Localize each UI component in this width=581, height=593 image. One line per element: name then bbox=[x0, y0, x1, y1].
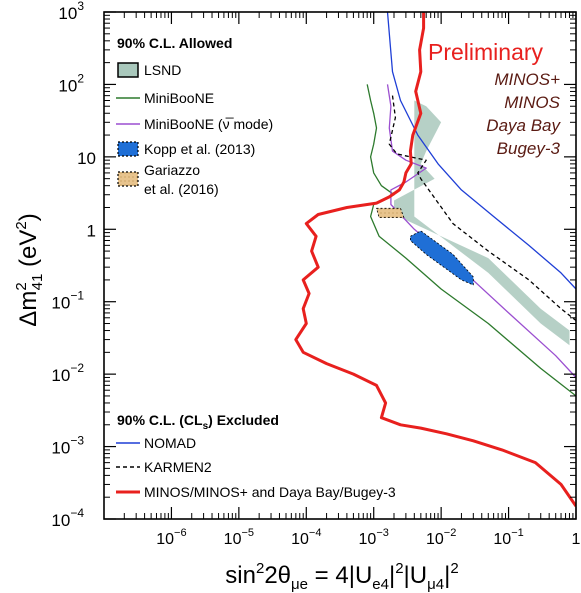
y-tick-label: 1 bbox=[87, 221, 96, 240]
legend-entry-miniboone-nubar: MiniBooNE (ν̅ mode) bbox=[116, 116, 273, 132]
x-tick-label: 10−2 bbox=[426, 527, 456, 548]
experiment-label-minos: MINOS+ bbox=[494, 70, 560, 89]
plot-series bbox=[294, 12, 576, 508]
legend-swatch-lsnd bbox=[117, 62, 139, 78]
x-tick-label: 10−4 bbox=[291, 527, 321, 548]
series-gariazzo-et-al-2016 bbox=[376, 207, 405, 218]
y-tick-label: 102 bbox=[58, 71, 84, 95]
legend-label-miniboone: MiniBooNE bbox=[144, 90, 214, 106]
legend-entry-karmen: KARMEN2 bbox=[116, 459, 212, 475]
legend-entry-minos: MINOS/MINOS+ and Daya Bay/Bugey-3 bbox=[116, 484, 396, 500]
series-minos-minos-and-daya-bay-bugey-3 bbox=[294, 12, 576, 508]
x-axis-label: sin22θμe = 4|Ue4|2|Uμ4|2 bbox=[225, 560, 458, 593]
excluded-legend: 90% C.L. (CLs) Excluded NOMAD KARMEN2 MI… bbox=[116, 412, 396, 500]
legend-label-nomad: NOMAD bbox=[144, 435, 196, 451]
legend-label-minos: MINOS/MINOS+ and Daya Bay/Bugey-3 bbox=[144, 484, 396, 500]
legend-label-kopp: Kopp et al. (2013) bbox=[144, 141, 255, 157]
x-tick-label: 1 bbox=[572, 531, 581, 548]
plot-frame bbox=[103, 11, 577, 520]
excluded-legend-title: 90% C.L. (CLs) Excluded bbox=[117, 412, 279, 432]
y-tick-label: 10−3 bbox=[51, 434, 84, 458]
allowed-legend-title: 90% C.L. Allowed bbox=[117, 35, 232, 51]
legend-label-miniboone-nubar: MiniBooNE (ν̅ mode) bbox=[144, 116, 273, 132]
y-tick-label: 10−4 bbox=[51, 506, 84, 530]
series-karmen2 bbox=[388, 95, 576, 322]
y-tick-label: 10 bbox=[77, 149, 96, 168]
preliminary-label: Preliminary bbox=[428, 39, 544, 65]
y-axis-label: Δm241 (eV2) bbox=[13, 213, 46, 326]
y-tick-label: 10−2 bbox=[51, 361, 84, 385]
legend-label-karmen: KARMEN2 bbox=[144, 459, 212, 475]
legend-swatch-gariazzo bbox=[117, 171, 139, 187]
x-tick-label: 10−3 bbox=[359, 527, 389, 548]
legend-entry-miniboone: MiniBooNE bbox=[116, 90, 214, 106]
experiment-label-minos: MINOS bbox=[504, 93, 560, 112]
x-tick-label: 10−5 bbox=[224, 527, 254, 548]
legend-label-gariazzo-line2: et al. (2016) bbox=[144, 181, 219, 197]
experiment-label-bugey-3: Bugey-3 bbox=[497, 139, 561, 158]
legend-entry-kopp: Kopp et al. (2013) bbox=[117, 141, 255, 157]
legend-label-lsnd: LSND bbox=[144, 62, 181, 78]
series-miniboone-mode bbox=[386, 84, 576, 378]
legend-entry-lsnd: LSND bbox=[117, 62, 181, 78]
x-tick-label: 10−6 bbox=[156, 527, 186, 548]
series-nomad bbox=[386, 12, 576, 290]
series-kopp-et-al-2013 bbox=[410, 230, 474, 286]
experiment-label-daya-bay: Daya Bay bbox=[486, 116, 561, 135]
legend-entry-nomad: NOMAD bbox=[116, 435, 196, 451]
series-lsnd bbox=[394, 100, 570, 346]
legend-entry-gariazzo: Gariazzo et al. (2016) bbox=[117, 162, 219, 197]
legend-swatch-kopp bbox=[117, 141, 139, 157]
experiments-label: MINOS+ MINOS Daya Bay Bugey-3 bbox=[486, 70, 561, 158]
legend-label-gariazzo: Gariazzo bbox=[144, 162, 200, 178]
y-tick-label: 10−1 bbox=[51, 289, 84, 313]
y-tick-label: 103 bbox=[58, 0, 84, 23]
x-tick-label: 10−1 bbox=[493, 527, 523, 548]
allowed-legend: 90% C.L. Allowed LSND MiniBooNE MiniBooN… bbox=[116, 35, 273, 197]
